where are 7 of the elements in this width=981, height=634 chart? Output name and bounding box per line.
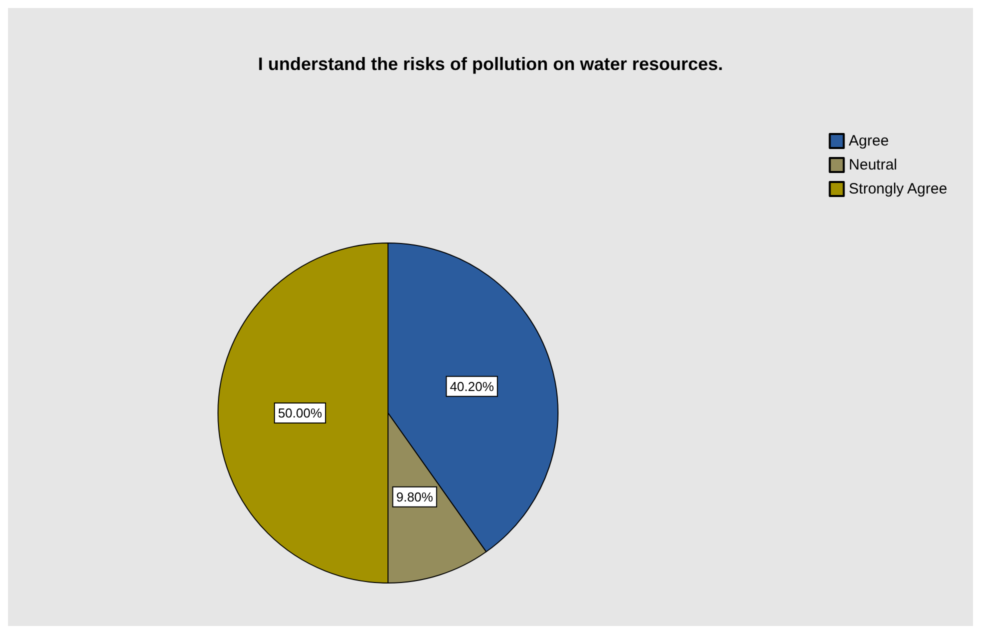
- chart-title: I understand the risks of pollution on water resources.: [258, 54, 724, 74]
- data-label: 50.00%: [278, 406, 322, 420]
- data-label: 40.20%: [450, 378, 494, 394]
- legend-label: Strongly Agree: [848, 180, 948, 198]
- data-label: 9.80%: [396, 489, 434, 504]
- legend-label: Agree: [848, 132, 889, 150]
- legend-label: Neutral: [848, 156, 898, 174]
